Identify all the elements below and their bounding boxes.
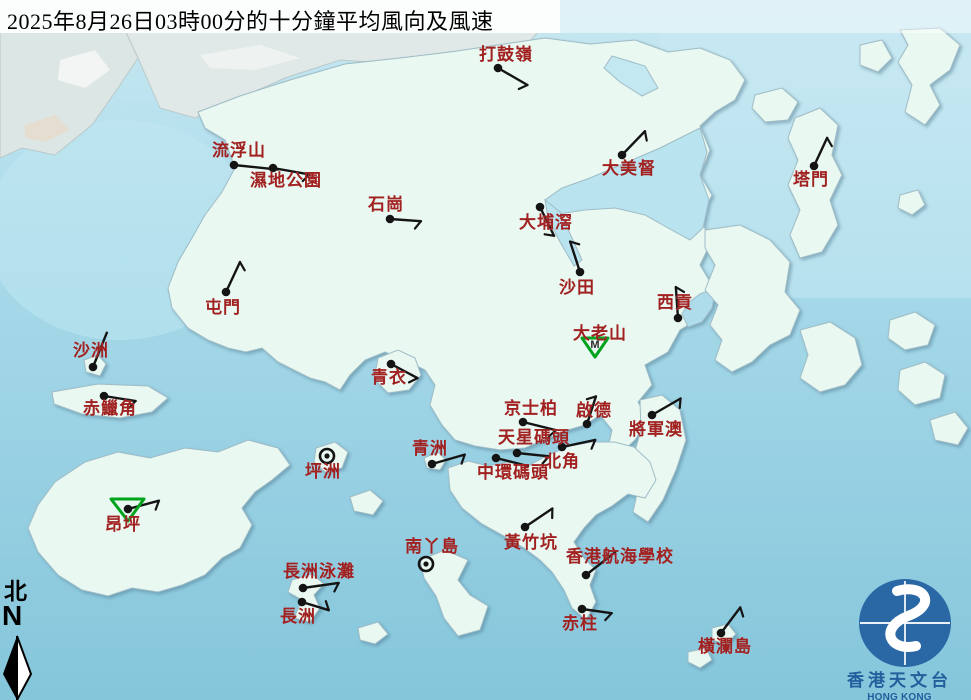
starling-inlet [603,55,659,97]
hong-kong-island [447,441,657,621]
lantau-island [27,439,291,597]
hko-name-en: HONG KONG OBSERVATORY [867,692,932,700]
hko-name-zh: 香港天文台 [847,671,952,690]
title-strip [0,0,560,33]
compass-north-zh: 北 [4,579,27,604]
hko-logo-spacer [828,570,971,668]
compass: 北 N [0,579,40,631]
lamma-islet [419,549,489,637]
tolo-harbour [544,127,710,241]
port-shelter [681,287,717,328]
compass-needle-icon [3,635,33,700]
hko-logo-icon [859,579,951,667]
title-strip-haze [560,0,971,33]
map-title: 2025年8月26日03時00分的十分鐘平均風向及風速 [7,9,494,34]
hko-logo: 香港天文台 HONG KONG OBSERVATORY [828,570,971,700]
compass-north-en: N [2,600,23,631]
land-group [27,27,969,669]
